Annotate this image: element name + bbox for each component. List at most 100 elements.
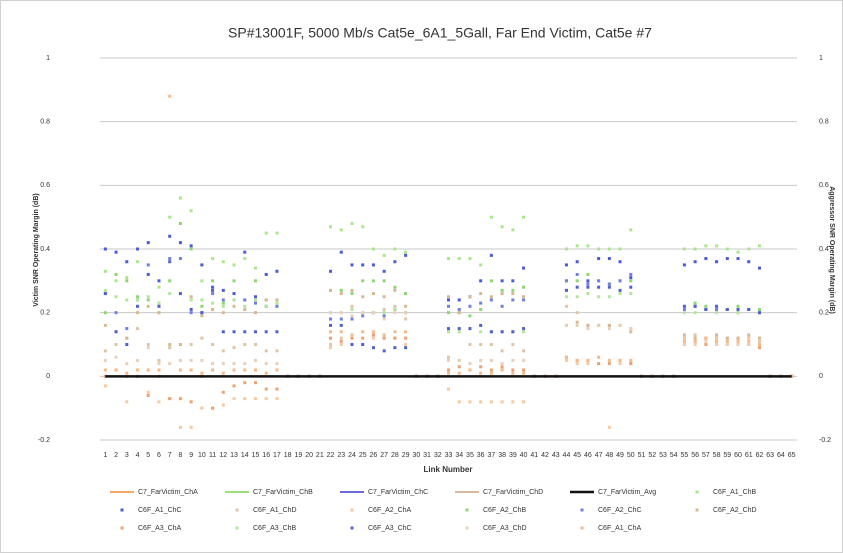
- marker: [522, 371, 526, 375]
- marker: [757, 244, 761, 248]
- marker: [468, 327, 472, 331]
- x-tick-label: 36: [477, 452, 485, 459]
- marker: [264, 330, 268, 334]
- marker: [189, 311, 193, 315]
- marker: [200, 336, 204, 340]
- marker: [586, 358, 590, 362]
- marker: [339, 330, 343, 334]
- x-tick-label: 30: [412, 452, 420, 459]
- marker: [339, 343, 343, 346]
- marker: [500, 292, 504, 296]
- x-axis-title: Link Number: [424, 465, 473, 474]
- marker: [489, 253, 493, 257]
- marker: [329, 330, 333, 334]
- x-tick-label: 62: [756, 452, 764, 459]
- marker: [382, 317, 386, 321]
- marker: [607, 425, 611, 429]
- marker: [468, 295, 472, 299]
- marker: [178, 222, 182, 226]
- x-tick-label: 6: [157, 452, 161, 459]
- marker: [361, 295, 365, 299]
- marker: [264, 371, 268, 375]
- marker: [693, 339, 697, 343]
- marker: [114, 311, 118, 315]
- marker: [682, 311, 686, 315]
- marker: [404, 346, 408, 350]
- marker: [682, 333, 686, 337]
- marker: [393, 336, 397, 340]
- x-tick-label: 41: [530, 452, 538, 459]
- legend-label: C6F_A2_ChD: [713, 507, 757, 514]
- legend-item: C6F_A1_ChC: [120, 507, 182, 514]
- marker: [607, 285, 611, 289]
- marker: [447, 298, 450, 302]
- legend-label: C6F_A1_ChB: [713, 489, 757, 496]
- marker: [329, 288, 333, 292]
- marker: [339, 288, 343, 292]
- x-tick-label: 61: [745, 452, 753, 459]
- x-tick-label: 65: [788, 452, 796, 459]
- marker: [575, 272, 579, 276]
- y-tick-label: 0.6: [40, 182, 50, 189]
- marker: [725, 247, 729, 251]
- marker: [479, 307, 483, 311]
- marker: [136, 358, 140, 362]
- marker: [157, 301, 161, 305]
- legend-label: C7_FarVictim_ChC: [368, 489, 428, 496]
- marker: [382, 336, 386, 340]
- marker: [200, 298, 204, 302]
- marker: [221, 311, 225, 315]
- marker: [275, 368, 279, 372]
- marker: [350, 333, 354, 337]
- marker: [597, 247, 601, 251]
- marker: [221, 298, 225, 302]
- y2-tick-label: 0.2: [819, 310, 829, 317]
- marker: [747, 333, 751, 337]
- y-tick-label: 1: [46, 55, 50, 62]
- marker: [211, 301, 215, 305]
- marker: [393, 247, 397, 251]
- y-tick-label: -0.2: [38, 437, 50, 444]
- legend-label: C6F_A3_ChD: [483, 525, 527, 532]
- marker: [586, 279, 590, 283]
- marker: [736, 336, 740, 340]
- marker: [146, 298, 150, 302]
- marker: [404, 336, 408, 340]
- marker: [736, 250, 740, 254]
- marker: [189, 368, 193, 372]
- x-tick-label: 7: [168, 452, 172, 459]
- marker: [168, 292, 172, 296]
- legend-swatch: [465, 508, 469, 512]
- marker: [200, 263, 204, 267]
- legend-swatch: [580, 508, 584, 512]
- marker: [564, 358, 568, 362]
- marker: [747, 343, 751, 346]
- x-tick-label: 19: [294, 452, 302, 459]
- marker: [275, 362, 279, 366]
- marker: [168, 346, 172, 350]
- marker: [393, 260, 397, 264]
- marker: [682, 263, 686, 267]
- marker: [371, 263, 375, 267]
- marker: [468, 304, 472, 308]
- legend-item: C6F_A3_ChC: [350, 525, 412, 532]
- marker: [404, 250, 408, 254]
- legend-label: C7_FarVictim_ChB: [253, 489, 313, 496]
- marker: [682, 307, 686, 311]
- marker: [125, 400, 129, 404]
- marker: [243, 307, 247, 311]
- marker: [361, 314, 365, 318]
- marker: [103, 323, 107, 327]
- x-tick-label: 31: [423, 452, 431, 459]
- marker: [136, 304, 140, 308]
- marker: [629, 228, 633, 232]
- marker: [757, 339, 761, 343]
- marker: [189, 209, 193, 213]
- marker: [693, 260, 697, 264]
- marker: [189, 298, 193, 302]
- x-tick-label: 17: [273, 452, 281, 459]
- x-tick-label: 44: [563, 452, 571, 459]
- marker: [479, 301, 483, 305]
- marker: [253, 343, 257, 346]
- legend-swatch: [580, 526, 584, 530]
